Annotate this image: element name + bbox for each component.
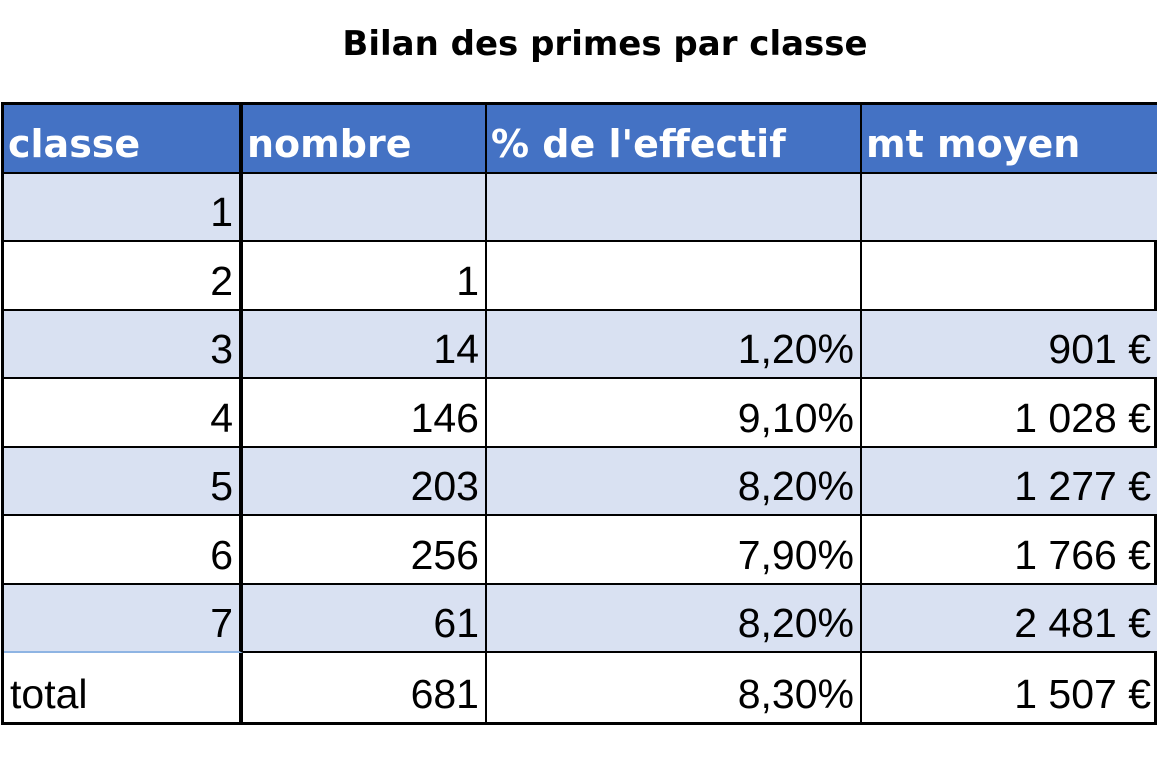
table-cell-classe: 7 bbox=[4, 584, 243, 653]
table-cell-nombre: 14 bbox=[243, 310, 487, 379]
table-cell-nombre: 256 bbox=[243, 516, 487, 585]
table-cell-effectif bbox=[487, 173, 862, 242]
column-header-mt-moyen: mt moyen bbox=[862, 105, 1157, 174]
table-cell-classe: 2 bbox=[4, 242, 243, 311]
table-cell-effectif: 9,10% bbox=[487, 379, 862, 448]
total-label: total bbox=[4, 653, 243, 722]
table-cell-effectif: 7,90% bbox=[487, 516, 862, 585]
table-cell-classe: 1 bbox=[4, 173, 243, 242]
table-cell-mt-moyen bbox=[862, 242, 1157, 311]
table-cell-effectif: 8,20% bbox=[487, 584, 862, 653]
table-cell-mt-moyen bbox=[862, 173, 1157, 242]
table-cell-nombre: 203 bbox=[243, 447, 487, 516]
table-cell-mt-moyen: 2 481 € bbox=[862, 584, 1157, 653]
table-cell-effectif: 8,20% bbox=[487, 447, 862, 516]
table-cell-nombre: 1 bbox=[243, 242, 487, 311]
table-cell-mt-moyen: 1 277 € bbox=[862, 447, 1157, 516]
table-cell-classe: 6 bbox=[4, 516, 243, 585]
table-title: Bilan des primes par classe bbox=[342, 24, 868, 64]
column-header-classe: classe bbox=[4, 105, 243, 174]
table-cell-mt-moyen: 1 028 € bbox=[862, 379, 1157, 448]
table-cell-classe: 3 bbox=[4, 310, 243, 379]
total-effectif: 8,30% bbox=[487, 653, 862, 722]
table-cell-mt-moyen: 901 € bbox=[862, 310, 1157, 379]
table-cell-nombre bbox=[243, 173, 487, 242]
data-table: classe nombre % de l'effectif mt moyen 1… bbox=[1, 102, 1157, 725]
table-cell-classe: 4 bbox=[4, 379, 243, 448]
table-cell-effectif: 1,20% bbox=[487, 310, 862, 379]
total-mt-moyen: 1 507 € bbox=[1014, 670, 1151, 717]
total-nombre: 681 bbox=[243, 653, 487, 722]
table-cell-effectif bbox=[487, 242, 862, 311]
table-cell-nombre: 146 bbox=[243, 379, 487, 448]
table-cell-classe: 5 bbox=[4, 447, 243, 516]
column-header-nombre: nombre bbox=[243, 105, 487, 174]
column-header-effectif: % de l'effectif bbox=[487, 105, 862, 174]
table-cell-nombre: 61 bbox=[243, 584, 487, 653]
table-cell-mt-moyen: 1 766 € bbox=[862, 516, 1157, 585]
